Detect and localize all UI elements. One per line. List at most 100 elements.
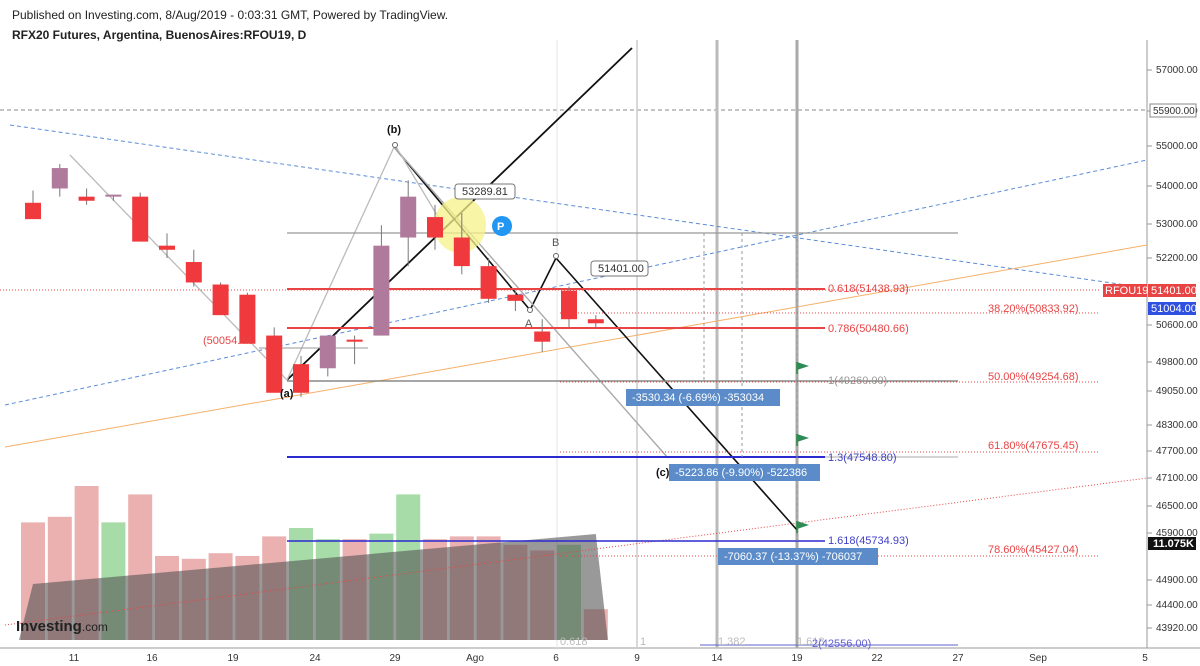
- y-tick-label: 47700.00: [1156, 446, 1198, 457]
- range-box-3: -7060.37 (-13.37%) -706037: [724, 551, 862, 563]
- dashed-trendline-bottom: [4, 159, 1148, 406]
- point-b-label: B: [552, 237, 559, 249]
- candle-body: [319, 335, 336, 369]
- pivot-point: [527, 307, 533, 313]
- y-tick-label: 48300.00: [1156, 420, 1198, 431]
- y-tick-label: 54000.00: [1156, 181, 1198, 192]
- x-tick-label: Sep: [1029, 653, 1047, 664]
- bottom-fib-1: 0.618: [560, 636, 588, 648]
- candle-body: [51, 168, 68, 189]
- x-tick-label: 19: [791, 653, 803, 664]
- y-tick-label: 49050.00: [1156, 386, 1198, 397]
- x-tick-label: 24: [309, 653, 321, 664]
- pivot-marker-label: P: [497, 221, 504, 233]
- y-tick-label: 44900.00: [1156, 575, 1198, 586]
- orange-trendline: [4, 244, 1148, 448]
- logo-suffix: .com: [81, 620, 108, 634]
- bottom-fib-2: 1: [640, 636, 646, 648]
- x-tick-label: 16: [146, 653, 158, 664]
- bottom-fib-3: 1.382: [718, 636, 746, 648]
- grey-wave-line: [69, 143, 441, 382]
- y-tick-label: 47100.00: [1156, 473, 1198, 484]
- ret-618-label: 61.80%(47675.45): [988, 440, 1079, 452]
- y-tick-label: 49800.00: [1156, 357, 1198, 368]
- candle-body: [453, 237, 470, 267]
- wave-c-label: (c): [656, 467, 670, 479]
- y-tick-label: 45900.00: [1156, 528, 1198, 539]
- candle-body: [239, 294, 256, 344]
- low-price-label: (50054.44: [203, 335, 253, 347]
- fib-0786-label: 0.786(50480.66): [828, 323, 909, 335]
- flag-icon: [797, 521, 809, 529]
- candle-body: [293, 364, 309, 393]
- published-caption: Published on Investing.com, 8/Aug/2019 -…: [12, 8, 449, 22]
- point-a-label: A: [525, 318, 533, 330]
- candle-body: [212, 284, 229, 316]
- grey-projection-line: [394, 147, 669, 459]
- symbol-title: RFX20 Futures, Argentina, BuenosAires:RF…: [12, 28, 307, 42]
- pivot-point: [553, 253, 559, 259]
- candle-body: [587, 319, 604, 324]
- wave-a-label: (a): [280, 388, 294, 400]
- symbol-tag: RFOU19: [1105, 285, 1148, 297]
- y-tick-label: 44400.00: [1156, 600, 1198, 611]
- x-tick-label: 22: [871, 653, 883, 664]
- x-tick-label: 29: [389, 653, 401, 664]
- fib-0618-label: 0.618(51438.93): [828, 283, 909, 295]
- fib-1618-label: 1.618(45734.93): [828, 535, 909, 547]
- x-tick-label: 5: [1142, 653, 1148, 664]
- callout-price-2: 51401.00: [598, 263, 644, 275]
- candle-body: [400, 196, 417, 238]
- fib-1-label: 1(49260.00): [828, 375, 887, 387]
- x-tick-label: Ago: [466, 653, 484, 664]
- candle-body: [507, 294, 524, 301]
- highlight-marker: [434, 197, 486, 253]
- x-tick-label: 14: [711, 653, 723, 664]
- ret-786-label: 78.60%(45427.04): [988, 544, 1079, 556]
- x-tick-label: 27: [952, 653, 964, 664]
- y-tick-label: 55900.00: [1153, 106, 1195, 117]
- bottom-fib-5: 2(42556.00): [812, 638, 871, 650]
- candle-body: [78, 196, 95, 201]
- last-price-tag: 51401.00: [1151, 285, 1197, 297]
- logo-main: Investing: [16, 618, 82, 635]
- candle-body: [561, 290, 577, 320]
- ret-382-label: 38.20%(50833.92): [988, 303, 1079, 315]
- pivot-point: [392, 142, 398, 148]
- candle-body: [266, 335, 283, 393]
- y-tick-box: [1149, 103, 1197, 118]
- range-box-2: -5223.86 (-9.90%) -522386: [675, 467, 807, 479]
- x-tick-label: 11: [69, 653, 80, 664]
- y-tick-label: 53000.00: [1156, 219, 1198, 230]
- y-tick-label: 43920.00: [1156, 623, 1198, 634]
- blue-line-tag: 51004.00: [1151, 303, 1197, 315]
- dashed-trendline-top: [9, 124, 1148, 289]
- y-tick-label: 50600.00: [1156, 320, 1198, 331]
- volume-tag: 11.075K: [1153, 538, 1194, 550]
- fib-13-label: 1.3(47548.80): [828, 452, 897, 464]
- candle-body: [480, 266, 497, 299]
- range-box-1: -3530.34 (-6.69%) -353034: [632, 392, 764, 404]
- callout-price-1: 53289.81: [462, 186, 508, 198]
- y-tick-label: 46500.00: [1156, 501, 1198, 512]
- candle-body: [346, 339, 363, 342]
- bottom-fib-4: 1.618: [797, 636, 825, 648]
- flag-icon: [797, 434, 809, 442]
- x-tick-label: 9: [634, 653, 640, 664]
- ret-50-label: 50.00%(49254.68): [988, 371, 1079, 383]
- pivot-marker[interactable]: [492, 216, 512, 236]
- x-tick-label: 6: [553, 653, 559, 664]
- candle-body: [534, 331, 551, 342]
- candle-body: [427, 217, 443, 238]
- volume-ma-area: [19, 534, 608, 640]
- x-tick-label: 19: [227, 653, 239, 664]
- candle-body: [132, 196, 149, 242]
- candle-body: [25, 202, 41, 220]
- wave-b-label: (b): [387, 124, 401, 136]
- candle-body: [185, 262, 202, 283]
- candle-body: [105, 194, 122, 197]
- candle-body: [159, 245, 175, 250]
- candle-body: [373, 245, 390, 336]
- y-tick-label: 57000.00: [1156, 65, 1198, 76]
